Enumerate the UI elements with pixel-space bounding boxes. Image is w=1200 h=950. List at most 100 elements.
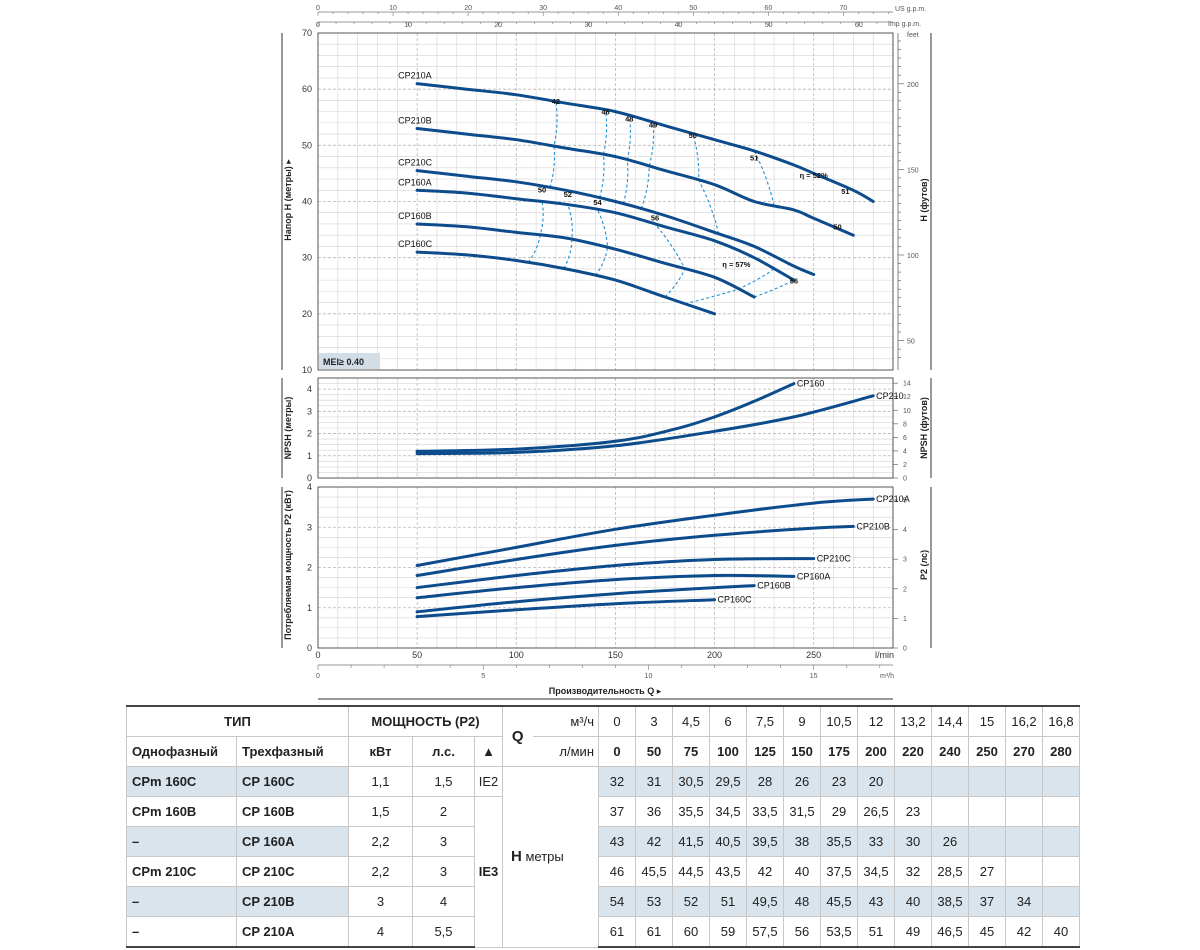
imp-gpm-tick-label: 20 [494,22,502,29]
head-value: 29,5 [709,766,747,797]
head-value: 30 [894,826,932,857]
table-row: – CP 210A 4 5,5 61 61 60 59 57,5 56 53,5 51 49 46,5 45… [126,916,1080,948]
head-value: 34,5 [857,856,895,887]
head-value: 53,5 [820,916,858,948]
power-kw: 1,1 [348,766,413,797]
y2-tick-label: 6 [903,435,907,442]
head-value [1042,856,1080,887]
us-gpm-tick-label: 10 [389,5,397,12]
efficiency-label: η = 57% [722,260,750,269]
head-value: 34 [1005,886,1043,917]
head-value: 32 [598,766,636,797]
q-m3-cell: 15 [968,705,1006,737]
power-hp: 4 [412,886,475,917]
imp-gpm-tick-label: 40 [675,22,683,29]
head-value: 39,5 [746,826,784,857]
header-type: ТИП [126,705,349,737]
header-kw: кВт [348,736,413,767]
y2-tick-label: 4 [903,448,907,455]
head-value: 37,5 [820,856,858,887]
curve-label: CP210A [876,494,910,504]
head-curve-cp210c [415,169,816,276]
head-value: 23 [894,796,932,827]
head-value: 59 [709,916,747,948]
y-tick-label: 60 [302,84,312,94]
head-value: 51 [709,886,747,917]
feet-unit-label: feet [907,32,919,39]
curve-layer [415,82,875,619]
q-l-cell: 270 [1005,736,1043,767]
head-curve-cp210b [415,127,855,237]
y2-tick-label: 2 [903,462,907,469]
header-q: Q [502,705,533,767]
y-tick-label: 0 [307,473,312,483]
header-triangle: ▲ [474,736,503,767]
power-hp: 3 [412,856,475,887]
head-value [931,796,969,827]
table-row: CPm 160C CP 160C 1,1 1,5 IE2 H метры 32 31 30,5 2… [126,766,1080,948]
y-tick-label: 4 [307,482,312,492]
head-axis-title-right: Н (футов) [919,178,929,221]
head-value: 42 [746,856,784,887]
y-tick-label: 20 [302,309,312,319]
us-gpm-tick-label: 0 [316,5,320,12]
head-curve-cp160c [415,250,717,316]
eff-line-160-57 [684,268,775,305]
efficiency-label: 50 [833,223,841,232]
head-value: 43 [857,886,895,917]
y-tick-label: 10 [302,365,312,375]
eff-line-160-54 [595,209,609,276]
curve-label: CP160B [757,581,791,591]
x-tick-label: 100 [509,650,524,660]
power-curve-cp210c [415,557,816,590]
q-l-cell: 280 [1042,736,1080,767]
head-axis-title: Напор Н (метры) ▸ [283,159,293,241]
y-tick-label: 30 [302,253,312,263]
power-curve-cp160b [415,584,756,614]
head-value: 26 [931,826,969,857]
head-value: 44,5 [672,856,710,887]
single-phase-model: CPm 160B [126,796,237,827]
y-tick-label: 4 [307,384,312,394]
head-value: 54 [598,886,636,917]
curve-label: CP160B [398,211,432,221]
three-phase-model: CP 160B [236,796,349,827]
y2-tick-label: 5 [903,497,907,504]
npsh-axis-title-right: NPSH (футов) [919,397,929,459]
three-phase-model: CP 210B [236,886,349,917]
q-m3-cell: 10,5 [820,705,858,737]
efficiency-label: 50 [689,131,697,140]
head-value: 61 [635,916,673,948]
head-value [1005,796,1043,827]
q-m3-cell: 9 [783,705,821,737]
x-tick-label: 200 [707,650,722,660]
header-power: МОЩНОСТЬ (P2) [348,705,503,737]
q-l-cell: 0 [598,736,636,767]
q-m3-cell: 14,4 [931,705,969,737]
curve-label: CP210 [876,391,904,401]
efficiency-label: 42 [552,97,560,106]
power-kw: 1,5 [348,796,413,827]
us-gpm-tick-label: 70 [839,5,847,12]
curve-label: CP160A [797,571,831,581]
q-l-cell: 125 [746,736,784,767]
efficiency-class-ie3: IE3 [474,796,503,948]
mei-badge-bg [319,353,380,369]
power-axis-title: Потребляемая мощность P2 (кВт) [283,490,293,640]
efficiency-label: 48 [625,115,633,124]
h-unit: метры [521,849,564,865]
npsh-curve-cp160 [415,382,796,453]
head-value: 41,5 [672,826,710,857]
eff-line-210-49 [640,122,655,209]
power-kw: 3 [348,886,413,917]
q-l-cell: 200 [857,736,895,767]
single-phase-model: – [126,886,237,917]
head-value: 45 [968,916,1006,948]
three-phase-model: CP 210C [236,856,349,887]
y2-tick-label: 12 [903,394,911,401]
efficiency-class-ie2: IE2 [474,766,503,797]
x2-tick-label: 10 [645,673,653,680]
x2-tick-label: 0 [316,673,320,680]
head-value: 49 [894,916,932,948]
imp-gpm-tick-label: 0 [316,22,320,29]
